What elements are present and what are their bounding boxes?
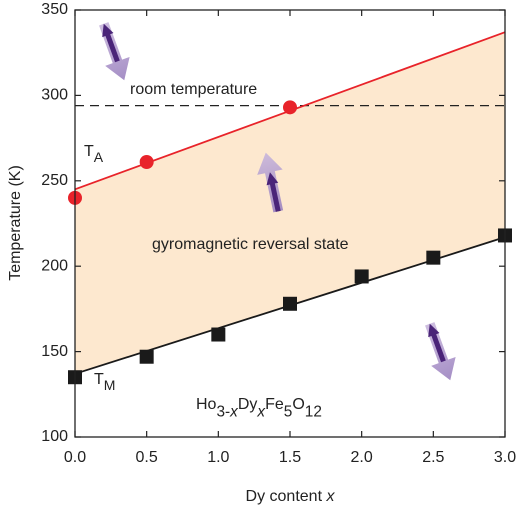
x-tick-label: 0.5	[136, 449, 158, 466]
x-tick-label: 1.0	[207, 449, 229, 466]
x-tick-label: 1.5	[279, 449, 301, 466]
y-axis-label: Temperature (K)	[7, 165, 24, 281]
reversal-region	[75, 32, 505, 374]
data-point	[139, 349, 154, 364]
label-sub: M	[104, 377, 116, 393]
y-tick-label: 350	[41, 1, 68, 18]
text-segment: Fe	[265, 396, 284, 413]
text-segment: Dy	[238, 396, 258, 413]
x-tick-label: 2.0	[351, 449, 373, 466]
data-point	[426, 250, 441, 265]
formula: Ho3-xDyxFe5O12	[196, 396, 322, 421]
x-tick-label: 0.0	[64, 449, 86, 466]
text-segment: x	[325, 488, 335, 505]
text-segment: O	[292, 396, 304, 413]
y-tick-label: 300	[41, 87, 68, 104]
text-segment: Ho	[196, 396, 217, 413]
y-tick-label: 200	[41, 257, 68, 274]
data-point	[211, 327, 226, 342]
text-segment: 3-	[216, 404, 230, 421]
y-tick-label: 250	[41, 172, 68, 189]
region-label: gyromagnetic reversal state	[152, 236, 349, 253]
text-segment: x	[256, 404, 266, 421]
data-point	[283, 296, 297, 311]
label-base: T	[94, 371, 104, 388]
text-segment: Dy content	[246, 488, 327, 505]
data-point	[283, 100, 297, 115]
data-point	[354, 269, 369, 284]
data-point	[139, 155, 154, 170]
text-segment: x	[229, 404, 239, 421]
series-label: TA	[84, 143, 104, 164]
x-axis-label: Dy content x	[246, 488, 336, 505]
label-base: T	[84, 143, 94, 160]
text-segment: 12	[305, 404, 322, 421]
text-segment: 5	[284, 404, 293, 421]
series-label: TM	[94, 371, 115, 392]
label-sub: A	[94, 149, 104, 165]
y-tick-label: 100	[41, 428, 68, 445]
x-tick-label: 2.5	[422, 449, 444, 466]
x-tick-label: 3.0	[494, 449, 516, 466]
spin-arrows	[99, 22, 456, 381]
y-tick-label: 150	[41, 343, 68, 360]
room-temperature-label: room temperature	[130, 81, 257, 98]
